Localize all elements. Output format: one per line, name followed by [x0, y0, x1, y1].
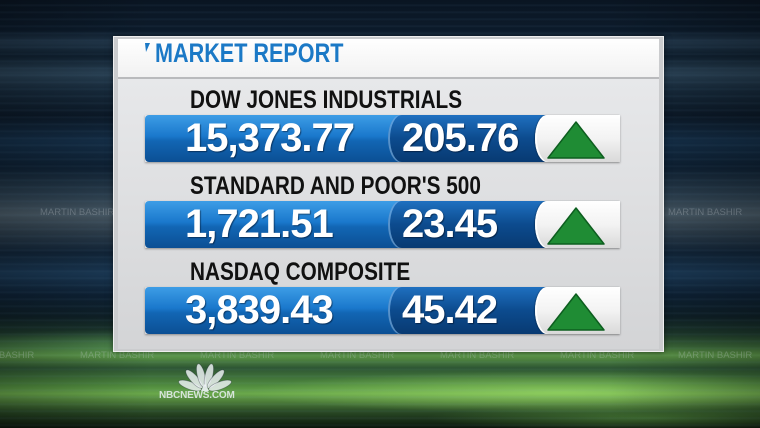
up-triangle-shape [547, 293, 605, 331]
trend-box [535, 287, 620, 334]
panel-header [118, 39, 659, 77]
up-triangle-shape [547, 121, 605, 159]
index-change: 23.45 [402, 202, 498, 246]
index-label-sp500: STANDARD AND POOR'S 500 [190, 172, 481, 200]
nbc-peacock-icon [178, 363, 232, 392]
header-divider [118, 77, 659, 79]
index-change: 45.42 [402, 288, 498, 332]
change-segment [388, 287, 558, 334]
index-bar-sp500: 1,721.51 23.45 [145, 201, 620, 248]
market-report-panel: MARKET REPORT DOW JONES INDUSTRIALS 15,3… [113, 36, 664, 352]
up-triangle-icon [547, 293, 605, 331]
up-triangle-icon [547, 207, 605, 245]
watermark-text: MARTIN BASHIR [678, 350, 753, 361]
index-value: 3,839.43 [185, 288, 334, 332]
index-label-nasdaq: NASDAQ COMPOSITE [190, 258, 411, 286]
up-triangle-shape [547, 207, 605, 245]
index-value: 1,721.51 [185, 202, 334, 246]
watermark-text: MARTIN BASHIR [440, 350, 515, 361]
index-label-dow: DOW JONES INDUSTRIALS [190, 86, 463, 114]
index-value: 15,373.77 [185, 116, 355, 160]
watermark-text: MARTIN BASHIR [200, 350, 275, 361]
trend-box [535, 201, 620, 248]
index-bar-nasdaq: 3,839.43 45.42 [145, 287, 620, 334]
peacock-body [201, 383, 209, 391]
logo-text: NBCNEWS.COM [159, 390, 235, 401]
peacock-feather [208, 379, 232, 392]
peacock-feather [206, 369, 225, 389]
peacock-feather [178, 379, 202, 392]
watermark-text: MARTIN BASHIR [320, 350, 395, 361]
watermark-text: MARTIN BASHIR [80, 350, 155, 361]
up-triangle-icon [547, 121, 605, 159]
title-accent-icon [145, 43, 150, 52]
index-change: 205.76 [402, 116, 519, 160]
watermark-text: MARTIN BASHIR [560, 350, 635, 361]
watermark-text: MARTIN BASHIR [668, 207, 743, 218]
watermark-text: MARTIN BASHIR [40, 207, 115, 218]
watermark-text: MARTIN BASHIR [0, 350, 35, 361]
trend-box [535, 115, 620, 162]
page-title: MARKET REPORT [155, 38, 344, 68]
index-bar-dow: 15,373.77 205.76 [145, 115, 620, 162]
change-segment [388, 201, 558, 248]
peacock-feather [185, 369, 204, 389]
change-segment [388, 115, 558, 162]
